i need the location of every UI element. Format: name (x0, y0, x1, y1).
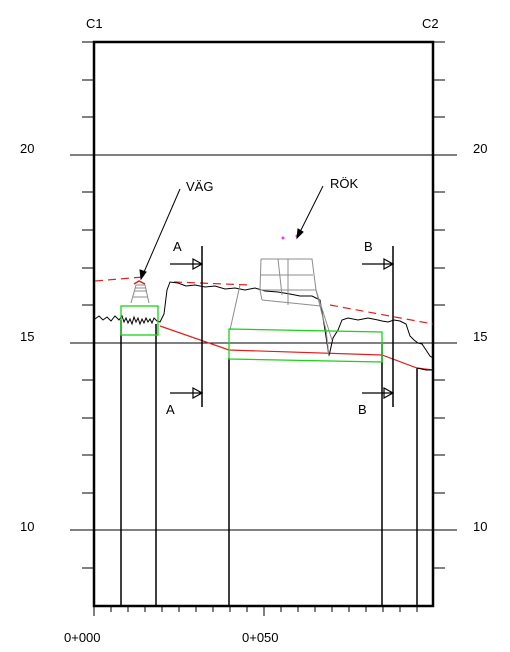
left-axis-ticks (82, 41, 94, 569)
road-structure (130, 284, 150, 304)
ditch-leader-arrow (296, 228, 304, 240)
terrain-lower-edge (416, 367, 433, 371)
road-leader-arrow (139, 269, 147, 281)
road-cap (133, 280, 146, 285)
y-label-right-20: 20 (473, 141, 487, 156)
section-b-bottom-arrow (362, 386, 395, 400)
road-label: VÄG (186, 179, 213, 194)
road-box (120, 305, 159, 336)
road-leader-line (140, 188, 181, 280)
y-label-left-10: 10 (20, 519, 34, 534)
c2-label: C2 (422, 16, 439, 31)
x-label-0050: 0+050 (242, 630, 279, 645)
y-label-left-15: 15 (20, 329, 34, 344)
section-a-bottom-arrow (170, 386, 204, 400)
section-b-bottom-label: B (358, 402, 367, 417)
section-b-top-arrow (362, 257, 395, 271)
design-line-dashed (94, 276, 434, 325)
ditch-box (228, 328, 383, 363)
y-label-right-15: 15 (473, 329, 487, 344)
marker-dot (281, 236, 285, 240)
design-line-solid (159, 325, 434, 371)
c1-label: C1 (86, 16, 103, 31)
y-label-right-10: 10 (473, 519, 487, 534)
station-lines (120, 320, 418, 606)
ditch-label: RÖK (330, 176, 359, 191)
terrain-line (94, 281, 434, 359)
x-label-0000: 0+000 (64, 630, 101, 645)
right-axis-ticks (433, 41, 445, 569)
y-label-left-20: 20 (20, 141, 34, 156)
section-b-top-label: B (364, 239, 373, 254)
ditch-structure (229, 258, 333, 357)
ditch-leader-line (296, 185, 324, 239)
section-a-top-arrow (170, 257, 204, 271)
station-ticks (93, 606, 418, 616)
section-a-bottom-label: A (166, 402, 175, 417)
elevation-gridlines (70, 154, 457, 531)
section-a-top-label: A (173, 239, 182, 254)
